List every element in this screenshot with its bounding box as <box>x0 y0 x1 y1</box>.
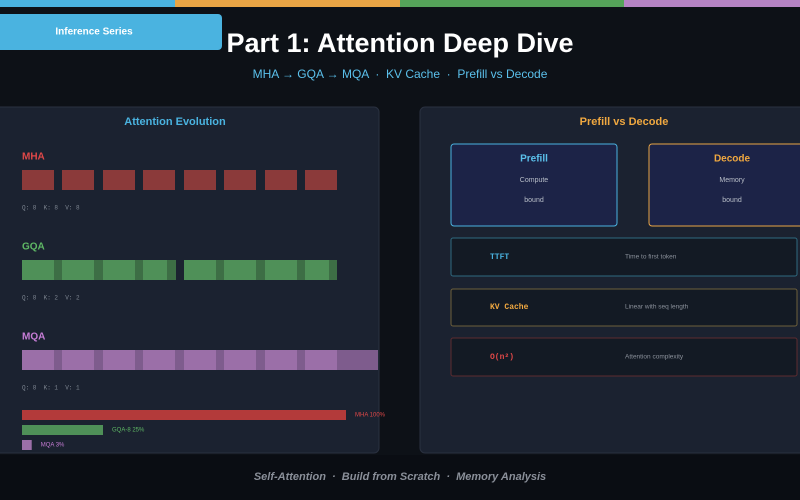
card-text: bound <box>722 197 742 204</box>
row-key: KV Cache <box>490 303 529 312</box>
strip <box>624 0 800 7</box>
card <box>450 143 618 227</box>
head-counts: Q: 8 K: 8 V: 8 <box>22 205 80 212</box>
footer: Self-Attention · Build from Scratch · Me… <box>254 471 546 483</box>
row-desc: Attention complexity <box>625 354 684 361</box>
row-key: O(n²) <box>490 353 514 362</box>
strip <box>0 0 175 7</box>
row <box>450 337 798 377</box>
mqa-heads <box>22 350 378 370</box>
card-text: Memory <box>719 177 745 184</box>
variant-name: MHA <box>22 152 45 163</box>
kv-label: MHA 100% <box>355 413 386 419</box>
kv-bar <box>22 410 346 420</box>
head-counts: Q: 8 K: 2 V: 2 <box>22 295 80 302</box>
card <box>648 143 800 227</box>
kv-label: GQA-8 25% <box>112 428 145 434</box>
row-desc: Time to first token <box>625 254 677 261</box>
row <box>450 237 798 277</box>
card-text: Compute <box>520 177 549 184</box>
footer-band <box>0 455 800 500</box>
variant-name: MQA <box>22 332 45 343</box>
badge <box>0 14 222 50</box>
variant-name: GQA <box>22 242 45 253</box>
kv-bar <box>22 440 32 450</box>
title: Part 1: Attention Deep Dive <box>226 28 573 58</box>
head-counts: Q: 8 K: 1 V: 1 <box>22 385 80 392</box>
kv-label: MQA 3% <box>41 443 65 449</box>
badge-text: Inference Series <box>55 27 133 38</box>
card-title: Decode <box>714 154 751 165</box>
row-desc: Linear with seq length <box>625 304 689 311</box>
row-key: TTFT <box>490 253 509 262</box>
kv-bars: MHA 100% GQA-8 25% MQA 3% <box>22 410 386 450</box>
mha-heads <box>22 170 337 190</box>
card-text: bound <box>524 197 544 204</box>
panel-title: Attention Evolution <box>124 116 226 128</box>
gqa-heads <box>22 260 337 280</box>
strip <box>175 0 400 7</box>
panel-title: Prefill vs Decode <box>580 116 669 128</box>
row <box>450 288 798 327</box>
card-title: Prefill <box>520 154 548 165</box>
kv-bar <box>22 425 103 435</box>
subtitle: MHA → GQA → MQA · KV Cache · Prefill vs … <box>253 67 548 81</box>
strip <box>400 0 624 7</box>
